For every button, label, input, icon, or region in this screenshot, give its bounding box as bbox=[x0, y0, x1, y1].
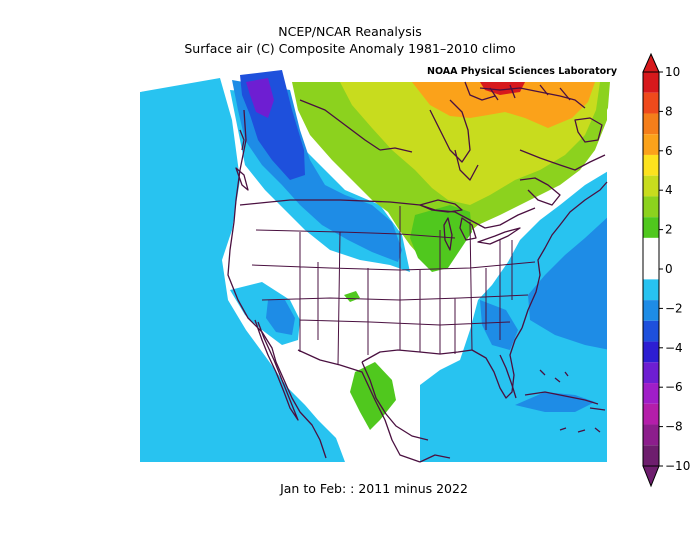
cuba bbox=[524, 391, 599, 405]
hudson-bay-coast bbox=[429, 99, 471, 163]
colorbar-bin bbox=[643, 154, 659, 176]
colorbar-tick-label: 8 bbox=[665, 104, 673, 118]
colorbar-bin bbox=[643, 403, 659, 425]
colorbar-tick-label: 2 bbox=[665, 223, 673, 237]
vancouver-island bbox=[235, 167, 249, 191]
southeast-medium-anomaly bbox=[480, 300, 518, 350]
colorbar-labels: 10 8 6 4 2 0 −2 −4 −6 −8 −10 bbox=[665, 65, 690, 473]
colorbar-bin bbox=[643, 424, 659, 446]
colorbar-top-arrow bbox=[642, 52, 660, 73]
oklahoma-warm-spot bbox=[344, 291, 360, 302]
labrador-red-anomaly bbox=[480, 82, 525, 95]
labrador-coast bbox=[479, 87, 586, 109]
newfoundland bbox=[574, 117, 603, 143]
great-lakes-green-anomaly bbox=[410, 205, 472, 272]
gulf-st-lawrence bbox=[519, 177, 561, 206]
lake-erie-ontario bbox=[477, 227, 521, 245]
colorbar-tick-label: 10 bbox=[665, 65, 680, 79]
credit-label: NOAA Physical Sciences Laboratory bbox=[427, 66, 618, 77]
colorbar-tick-label: 0 bbox=[665, 262, 673, 276]
small-islands bbox=[559, 427, 601, 433]
bahamas bbox=[539, 369, 569, 383]
pacific-coastline bbox=[227, 109, 327, 459]
colorbar-bin bbox=[643, 445, 659, 466]
colorbar-bin bbox=[643, 72, 659, 93]
colorbar-tick-label: −2 bbox=[665, 301, 683, 315]
state-lines bbox=[251, 206, 536, 366]
colorbar-ticks bbox=[659, 71, 663, 467]
lake-huron bbox=[459, 217, 477, 241]
period-caption: Jan to Feb: : 2011 minus 2022 bbox=[280, 481, 468, 496]
hudson-strait bbox=[464, 81, 496, 101]
colorbar-bin bbox=[643, 362, 659, 384]
haida-gwaii bbox=[239, 129, 245, 151]
colorbar-bin bbox=[643, 134, 659, 155]
colorbar-bin bbox=[643, 175, 659, 197]
colorbar-bin bbox=[643, 113, 659, 135]
central-america bbox=[419, 454, 451, 463]
colorbar-tick-label: 4 bbox=[665, 183, 673, 197]
colorbar-bin bbox=[643, 217, 659, 238]
atlantic-medium-anomaly bbox=[528, 215, 610, 350]
atlantic-coastline bbox=[521, 181, 608, 329]
colorbar-bin bbox=[643, 300, 659, 321]
caribbean-medium-anomaly bbox=[515, 392, 595, 412]
colorbar-bottom-arrow bbox=[642, 465, 660, 488]
colorbar-bins bbox=[642, 52, 660, 488]
pacific-cool-anomaly bbox=[140, 78, 345, 462]
alaska-panhandle-peak-anomaly bbox=[246, 78, 274, 118]
colorbar-bin bbox=[643, 320, 659, 342]
colorbar-bin bbox=[643, 92, 659, 114]
colorbar-bin bbox=[643, 341, 659, 363]
colorbar-bin bbox=[643, 279, 659, 301]
hispaniola bbox=[589, 407, 606, 411]
colorbar-tick-label: −8 bbox=[665, 420, 683, 434]
colorbar-bin bbox=[643, 237, 659, 259]
boundary-lines bbox=[227, 81, 608, 463]
map-title: NCEP/NCAR Reanalysis bbox=[278, 24, 422, 39]
james-bay-coast bbox=[454, 149, 479, 181]
colorbar-bin bbox=[643, 383, 659, 404]
gulf-coastline bbox=[361, 327, 523, 399]
lake-superior bbox=[419, 199, 463, 213]
quebec-coast bbox=[519, 149, 606, 171]
colorbar-tick-label: −10 bbox=[665, 459, 690, 473]
colorbar-tick-label: 6 bbox=[665, 144, 673, 158]
colorbar-tick-label: −4 bbox=[665, 341, 683, 355]
mexico-gulf-coast bbox=[361, 361, 429, 441]
florida bbox=[499, 354, 517, 399]
lake-michigan bbox=[443, 217, 453, 251]
arctic-islands bbox=[489, 84, 571, 101]
colorbar-bin bbox=[643, 196, 659, 218]
map-subtitle: Surface air (C) Composite Anomaly 1981–2… bbox=[184, 41, 516, 56]
baja-coastline bbox=[254, 319, 299, 421]
colorbar-tick-label: −6 bbox=[665, 380, 683, 394]
southwest-medium-anomaly bbox=[266, 300, 295, 335]
arctic-coast bbox=[299, 99, 413, 153]
colorbar-bin bbox=[643, 258, 659, 280]
atlantic-cool-anomaly bbox=[420, 170, 610, 462]
mexico-outline bbox=[297, 349, 421, 463]
